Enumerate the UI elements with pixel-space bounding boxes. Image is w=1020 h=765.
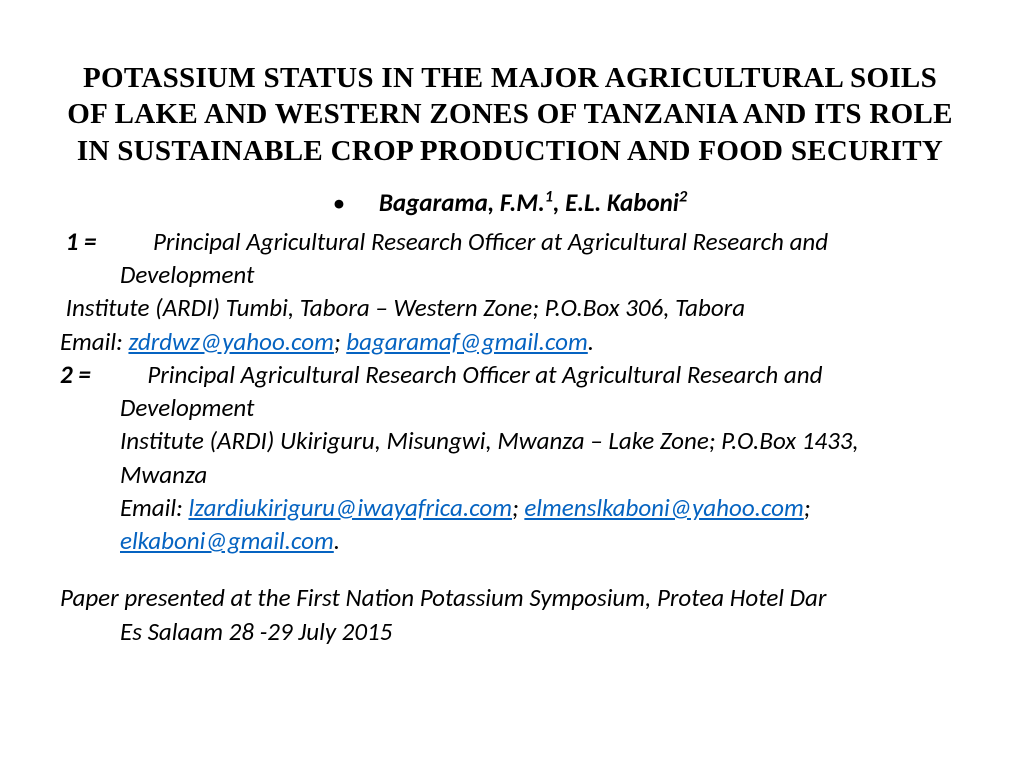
email-line-2-cont: elkaboni@gmail.com. [60, 525, 960, 556]
author-1-name: Bagarama, F.M. [379, 187, 545, 218]
conference-line-b: Es Salaam 28 -29 July 2015 [60, 616, 960, 647]
email-label-1: Email: [60, 326, 128, 357]
affiliation-1-address: Institute (ARDI) Tumbi, Tabora – Western… [60, 292, 960, 323]
affiliation-1-line2: Development [60, 259, 960, 290]
affiliation-1-text-a: Principal Agricultural Research Officer … [153, 226, 828, 257]
author-sep: , [553, 187, 565, 218]
affiliation-2-label: 2 = [60, 359, 96, 390]
affiliation-1-line1: 1 = Principal Agricultural Research Offi… [60, 226, 960, 257]
slide-title: POTASSIUM STATUS IN THE MAJOR AGRICULTUR… [60, 60, 960, 169]
author-2-sup: 2 [679, 187, 687, 206]
period-2: . [334, 525, 340, 556]
affiliation-2-address-b: Mwanza [60, 459, 960, 490]
affiliation-2-line1: 2 = Principal Agricultural Research Offi… [60, 359, 960, 390]
separator-1: ; [334, 326, 346, 357]
affiliation-1-address-text: Institute (ARDI) Tumbi, Tabora – Western… [66, 292, 745, 323]
affiliation-2-text-a: Principal Agricultural Research Officer … [147, 359, 822, 390]
email-line-2: Email: lzardiukiriguru@iwayafrica.com; e… [60, 492, 960, 523]
email-link-1a[interactable]: zdrdwz@yahoo.com [128, 326, 333, 357]
author-2-name: E.L. Kaboni [565, 187, 679, 218]
affiliation-2-line2: Development [60, 392, 960, 423]
conference-line-a: Paper presented at the First Nation Pota… [60, 582, 960, 613]
affiliation-2-address-a: Institute (ARDI) Ukiriguru, Misungwi, Mw… [60, 425, 960, 456]
email-link-1b[interactable]: bagaramaf@gmail.com [346, 326, 588, 357]
separator-2a: ; [512, 492, 524, 523]
email-link-2b[interactable]: elmenslkaboni@yahoo.com [524, 492, 803, 523]
email-line-1: Email: zdrdwz@yahoo.com; bagaramaf@gmail… [60, 326, 960, 357]
email-label-2: Email: [120, 492, 188, 523]
spacer [60, 558, 960, 582]
period-1: . [588, 326, 594, 357]
separator-2b: ; [804, 492, 811, 523]
affiliation-1-label: 1 = [66, 226, 102, 257]
authors-line: • Bagarama, F.M.1, E.L. Kaboni2 [60, 187, 960, 218]
author-1-sup: 1 [545, 187, 553, 206]
email-link-2a[interactable]: lzardiukiriguru@iwayafrica.com [188, 492, 512, 523]
bullet-icon: • [333, 187, 345, 218]
email-link-2c[interactable]: elkaboni@gmail.com [120, 525, 334, 556]
